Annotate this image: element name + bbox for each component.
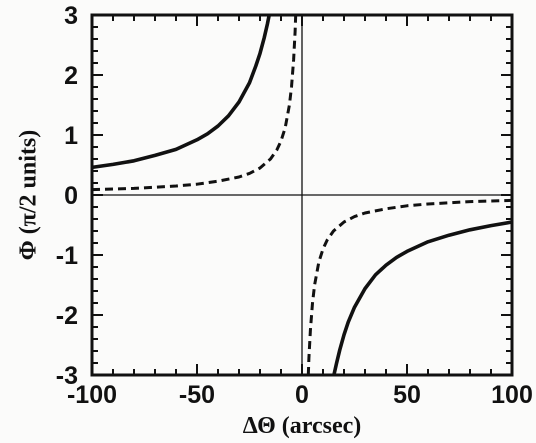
x-tick-labels: -100 -50 0 50 100 [67,381,533,409]
x-tick-label: -100 [67,381,117,409]
solid-curve-right [332,220,513,376]
y-axis-label: Φ (π/2 units) [16,130,42,260]
y-tick-label: -3 [56,362,78,390]
x-tick-label: 100 [491,381,533,409]
y-tick-label: 2 [64,62,78,90]
y-tick-label: 0 [64,182,78,210]
series-layer [91,14,513,376]
y-tick-label: -1 [56,242,78,270]
x-tick-label: 50 [393,381,421,409]
y-tick-labels: 3 2 1 0 -1 -2 -3 [56,2,78,390]
x-tick-label: 0 [295,381,309,409]
x-tick-label: -50 [179,381,215,409]
y-tick-label: 1 [64,122,78,150]
y-tick-label: -2 [56,302,78,330]
dashed-curve-right [306,198,513,376]
axis-ticks [91,14,513,376]
y-tick-label: 3 [64,2,78,30]
dashed-curve-left [91,14,298,192]
solid-curve-left [91,14,271,170]
x-axis-label: ΔΘ (arcsec) [243,413,362,439]
